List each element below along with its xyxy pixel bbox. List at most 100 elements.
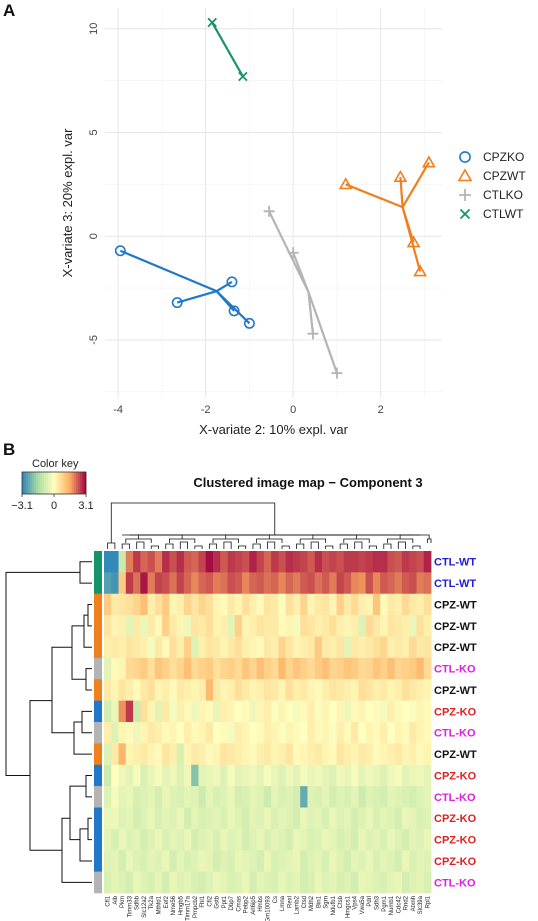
centroid-segment (215, 290, 251, 325)
heatmap-cell (213, 700, 221, 723)
heatmap-cell (278, 871, 287, 894)
centroid-segment (401, 161, 430, 208)
column-label: Mdh2 (309, 895, 315, 911)
heatmap-cell (409, 764, 417, 787)
heatmap-cell (234, 743, 243, 766)
row-label: CPZ-KO (434, 770, 477, 782)
color-key-swatch (60, 472, 63, 494)
heatmap-cell (401, 700, 410, 723)
heatmap-cell (104, 593, 112, 616)
heatmap-cell (409, 551, 417, 573)
heatmap-cell (220, 828, 228, 851)
heatmap-cell (205, 828, 214, 851)
dendrogram-branch (412, 545, 421, 549)
heatmap-cell (111, 871, 119, 894)
heatmap-cell (118, 722, 127, 744)
dendrogram-branch (194, 545, 203, 549)
heatmap-cell (409, 828, 417, 851)
heatmap-cell (104, 743, 112, 766)
dendrogram-branch (238, 545, 247, 549)
heatmap-cell (169, 572, 178, 595)
heatmap-cell (292, 700, 301, 723)
heatmap-cell (154, 871, 163, 894)
heatmap-cell (104, 807, 112, 830)
heatmap-cell (358, 828, 366, 851)
color-key-swatch (42, 472, 45, 494)
panel-b-letter: B (3, 440, 15, 459)
heatmap-cell (111, 679, 119, 702)
heatmap-cell (263, 850, 272, 873)
heatmap-cell (314, 657, 323, 680)
heatmap-cell (278, 657, 287, 680)
heatmap-cell (220, 551, 228, 573)
heatmap-cell (140, 764, 148, 787)
heatmap-cell (191, 764, 199, 787)
heatmap-cell (401, 871, 410, 894)
heatmap-cell (213, 636, 221, 659)
heatmap-cell (329, 700, 337, 723)
heatmap-cell (205, 764, 214, 787)
heatmap-cell (125, 722, 134, 744)
heatmap-cell (154, 700, 163, 723)
heatmap-cell (213, 828, 221, 851)
heatmap-cell (409, 743, 417, 766)
heatmap-cell (329, 593, 337, 616)
heatmap-cell (242, 593, 250, 616)
heatmap-cell (205, 593, 214, 616)
heatmap-cell (191, 786, 199, 808)
heatmap-cell (423, 850, 432, 873)
heatmap-cell (351, 551, 359, 573)
heatmap-cell (409, 786, 417, 808)
heatmap-cell (227, 871, 236, 894)
column-label: Ctsb (338, 895, 344, 908)
heatmap-cell (249, 807, 257, 830)
heatmap-cell (387, 743, 396, 766)
heatmap-cell (147, 593, 156, 616)
heatmap-cell (234, 871, 243, 894)
heatmap-cell (183, 786, 192, 808)
legend-item-ctlwt: CTLWT (459, 207, 524, 221)
heatmap-cell (365, 743, 374, 766)
heatmap-cell (336, 615, 345, 637)
heatmap-cell (322, 722, 330, 744)
heatmap-cell (249, 786, 257, 808)
heatmap-cell (358, 743, 366, 766)
heatmap-cell (271, 786, 279, 808)
color-key-swatch (84, 472, 87, 494)
heatmap-cell (285, 764, 294, 787)
color-key-tick-label: 0 (51, 500, 57, 512)
heatmap-cell (343, 807, 352, 830)
heatmap-cell (292, 572, 301, 595)
heatmap-cell (307, 764, 316, 787)
heatmap-cell (263, 722, 272, 744)
heatmap-cell (300, 871, 308, 894)
heatmap-cell (162, 786, 170, 808)
heatmap-cell (409, 871, 417, 894)
color-key-swatch (72, 472, 75, 494)
heatmap-cell (278, 679, 287, 702)
x-tick-label: -4 (113, 404, 123, 416)
heatmap-cell (358, 636, 366, 659)
heatmap-cell (227, 551, 236, 573)
heatmap-cell (169, 786, 178, 808)
heatmap-cell (343, 764, 352, 787)
heatmap-cell (387, 679, 396, 702)
heatmap-cell (401, 722, 410, 744)
dendrogram-branch (310, 541, 319, 549)
heatmap-cell (140, 722, 148, 744)
dendrogram-branch (312, 534, 357, 539)
heatmap-cell (176, 679, 185, 702)
heatmap-cell (416, 807, 425, 830)
heatmap-cell (285, 786, 294, 808)
heatmap-cell (409, 615, 417, 637)
color-key-swatch (82, 472, 85, 494)
heatmap-cell (191, 636, 199, 659)
heatmap-cell (220, 700, 228, 723)
heatmap-cell (176, 850, 185, 873)
heatmap-cell (213, 551, 221, 573)
heatmap-cell (191, 657, 199, 680)
column-label: Alb (113, 895, 119, 904)
column-label: Lmna (280, 895, 286, 911)
heatmap-cell (169, 764, 178, 787)
dendrogram-branch (281, 545, 290, 549)
